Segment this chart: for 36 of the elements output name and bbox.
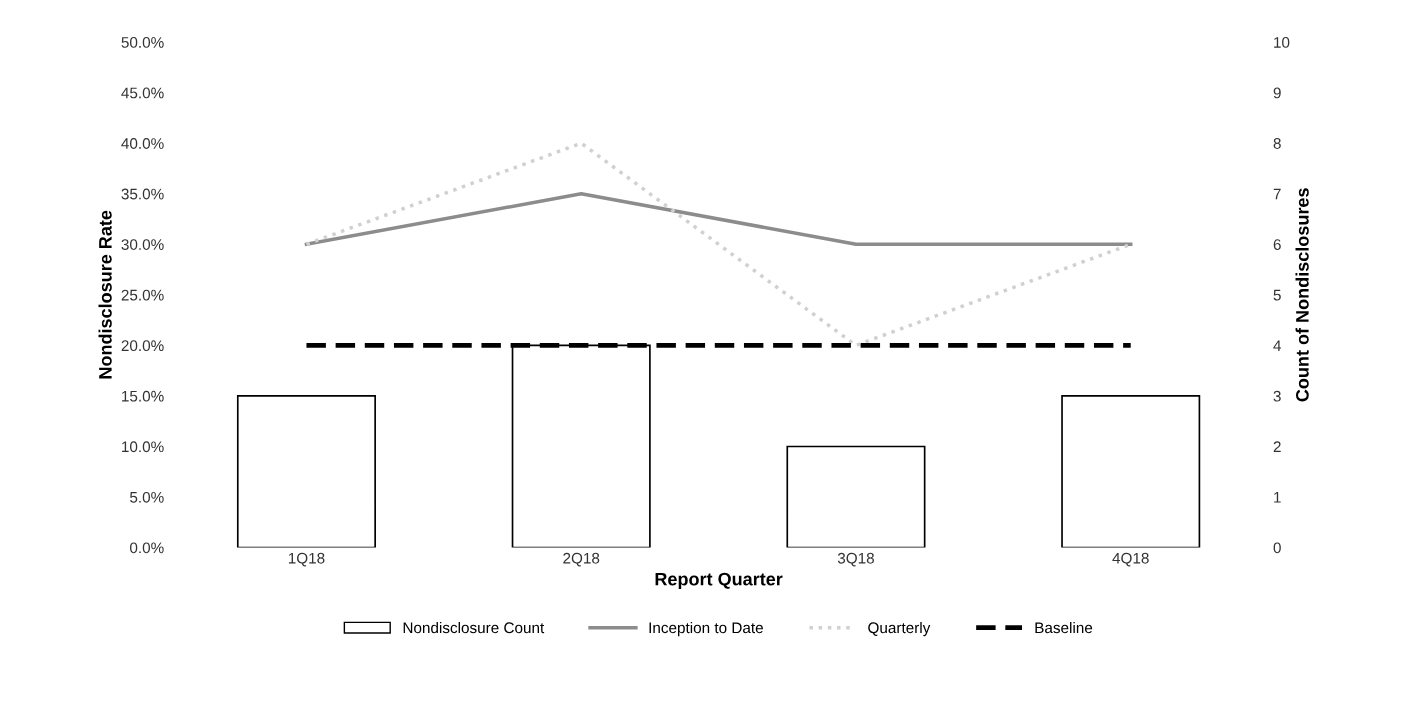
y2-tick-label: 10 — [1274, 36, 1290, 48]
x-tick-label: 2Q18 — [563, 552, 600, 567]
y2-tick-label: 6 — [1273, 239, 1281, 250]
legend-label: Baseline — [1035, 621, 1093, 634]
y-tick-label: 5.0% — [130, 491, 164, 503]
y2-tick-label: 1 — [1274, 492, 1281, 503]
y-tick-label: 45.0% — [121, 87, 164, 99]
y2-tick-label: 3 — [1273, 390, 1281, 402]
y-tick-label: 40.0% — [121, 138, 164, 149]
legend-label: Inception to Date — [649, 621, 763, 637]
y-tick-label: 15.0% — [122, 390, 164, 402]
y2-tick-label: 7 — [1273, 188, 1281, 200]
y-tick-label: 50.0% — [121, 36, 164, 48]
y-tick-label: 30.0% — [121, 239, 164, 250]
y-tick-label: 20.0% — [121, 340, 164, 352]
legend-label: Nondisclosure Count — [403, 621, 545, 634]
x-tick-label: 1Q18 — [288, 552, 325, 567]
x-tick-label: 3Q18 — [837, 552, 874, 567]
y2-tick-label: 9 — [1273, 87, 1281, 99]
y-axis-title: Nondisclosure Rate — [98, 210, 112, 379]
legend-label: Quarterly — [868, 621, 931, 637]
y2-tick-label: 2 — [1273, 441, 1281, 453]
y-tick-label: 0.0% — [129, 542, 164, 554]
y-tick-label: 25.0% — [121, 289, 164, 301]
y2-axis-title: Count of Nondisclosures — [1295, 188, 1309, 402]
bar — [1061, 395, 1201, 548]
bar — [786, 445, 926, 548]
y2-tick-label: 5 — [1273, 289, 1281, 301]
bar — [236, 395, 376, 548]
y2-tick-label: 4 — [1273, 340, 1282, 351]
y-tick-label: 10.0% — [122, 441, 164, 453]
y2-tick-label: 8 — [1273, 138, 1281, 149]
x-tick-label: 4Q18 — [1112, 552, 1149, 567]
x-axis-title: Report Quarter — [655, 572, 783, 590]
y-tick-label: 35.0% — [121, 188, 164, 200]
y2-tick-label: 0 — [1273, 542, 1281, 554]
